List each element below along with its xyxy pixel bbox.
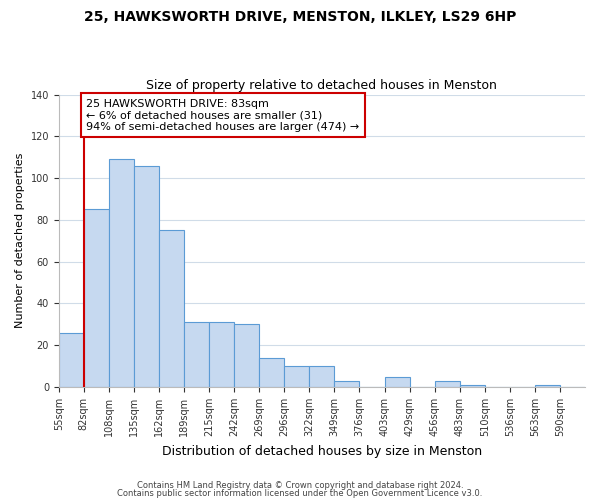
Bar bbox=[259, 358, 284, 387]
Bar bbox=[59, 332, 84, 387]
Bar bbox=[234, 324, 259, 387]
Text: Contains public sector information licensed under the Open Government Licence v3: Contains public sector information licen… bbox=[118, 488, 482, 498]
Y-axis label: Number of detached properties: Number of detached properties bbox=[15, 153, 25, 328]
Bar bbox=[460, 385, 485, 387]
Bar bbox=[184, 322, 209, 387]
X-axis label: Distribution of detached houses by size in Menston: Distribution of detached houses by size … bbox=[162, 444, 482, 458]
Bar bbox=[159, 230, 184, 387]
Bar bbox=[109, 160, 134, 387]
Bar bbox=[284, 366, 310, 387]
Text: Contains HM Land Registry data © Crown copyright and database right 2024.: Contains HM Land Registry data © Crown c… bbox=[137, 481, 463, 490]
Bar bbox=[209, 322, 234, 387]
Bar bbox=[535, 385, 560, 387]
Bar bbox=[434, 381, 460, 387]
Bar bbox=[84, 210, 109, 387]
Bar bbox=[134, 166, 159, 387]
Bar bbox=[310, 366, 334, 387]
Bar bbox=[385, 376, 410, 387]
Title: Size of property relative to detached houses in Menston: Size of property relative to detached ho… bbox=[146, 79, 497, 92]
Bar bbox=[334, 381, 359, 387]
Text: 25, HAWKSWORTH DRIVE, MENSTON, ILKLEY, LS29 6HP: 25, HAWKSWORTH DRIVE, MENSTON, ILKLEY, L… bbox=[84, 10, 516, 24]
Text: 25 HAWKSWORTH DRIVE: 83sqm
← 6% of detached houses are smaller (31)
94% of semi-: 25 HAWKSWORTH DRIVE: 83sqm ← 6% of detac… bbox=[86, 98, 359, 132]
